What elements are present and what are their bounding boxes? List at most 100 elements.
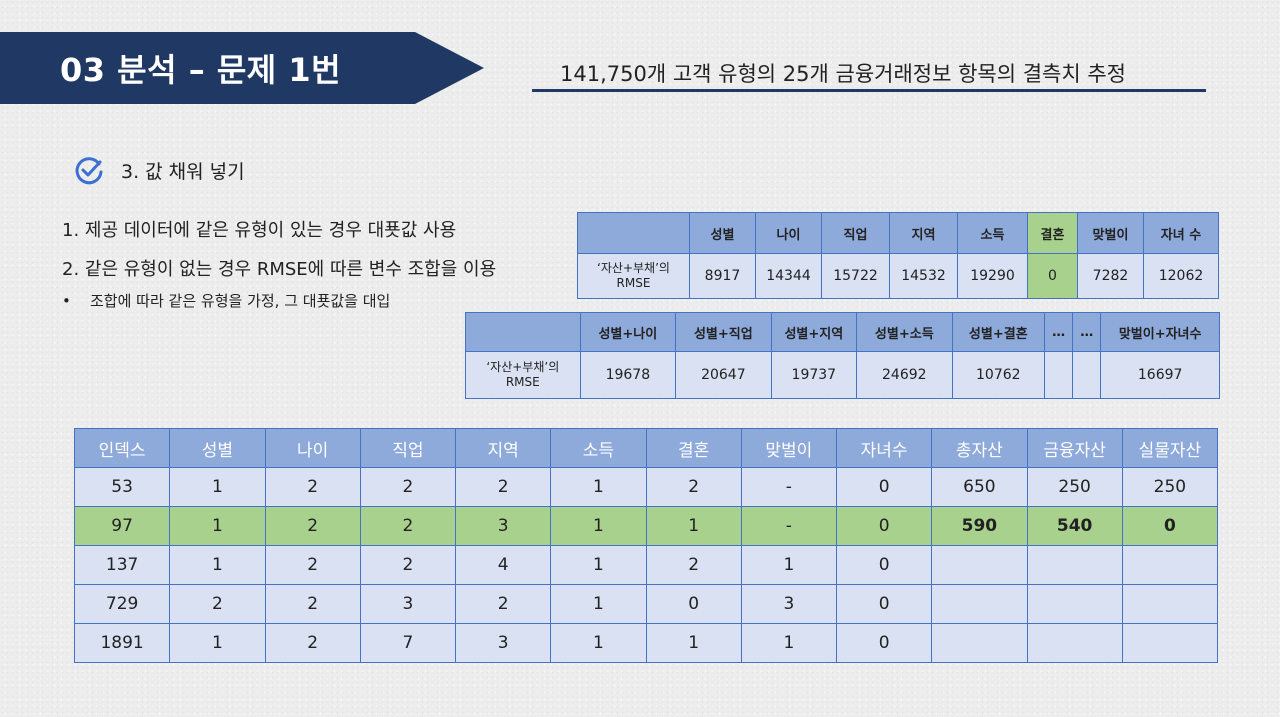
table-header-cell: 성별+나이 — [579, 312, 677, 352]
table-cell: 0 — [835, 506, 933, 546]
table-corner-cell — [465, 312, 581, 352]
customer-data-table: 인덱스 성별 나이 직업 지역 소득 결혼 맞벌이 자녀수 총자산 금융자산 실물자산 53 1 2 2 2 1… — [73, 428, 1219, 663]
table-cell: 1 — [550, 623, 647, 663]
table-cell: 1 — [740, 545, 838, 585]
table-cell: 1 — [550, 506, 647, 546]
table-cell: 14532 — [889, 253, 958, 299]
table-cell: 12062 — [1143, 253, 1219, 299]
table-header-cell: 성별+결혼 — [951, 312, 1046, 352]
table-cell: 1 — [645, 623, 742, 663]
table-cell: 2 — [264, 467, 361, 507]
table-row: 729 2 2 3 2 1 0 3 0 — [73, 584, 1219, 624]
table-cell: 19678 — [579, 351, 677, 399]
table-header-cell: … — [1044, 312, 1074, 352]
table-row: ‘자산+부채’의 RMSE 8917 14344 15722 14532 1929… — [577, 253, 1219, 299]
table-header-cell: 자녀 수 — [1143, 212, 1219, 254]
table-cell: 650 — [931, 467, 1028, 507]
check-circle-icon — [75, 157, 103, 185]
table-header-cell: 맞벌이 — [740, 428, 838, 468]
row-label-line: ‘자산+부채’의 — [486, 360, 560, 374]
table-cell: 3 — [740, 584, 838, 624]
section-heading: 3. 값 채워 넣기 — [121, 161, 245, 183]
table-header-cell: 결혼 — [645, 428, 742, 468]
row-label: ‘자산+부채’의 RMSE — [577, 253, 690, 299]
table-cell: 53 — [73, 467, 171, 507]
table-header-cell: 인덱스 — [73, 428, 171, 468]
table-cell: 19290 — [957, 253, 1028, 299]
table-cell: 250 — [1026, 467, 1123, 507]
subtitle-underline — [532, 89, 1206, 92]
table-cell — [1026, 623, 1123, 663]
table-cell: 1 — [169, 467, 266, 507]
table-cell: 0 — [645, 584, 742, 624]
table-cell: 2 — [454, 584, 552, 624]
table-cell: 16697 — [1100, 351, 1220, 399]
table-corner-cell — [577, 212, 690, 254]
table-cell: 250 — [1121, 467, 1219, 507]
table-cell: 24692 — [856, 351, 953, 399]
table-cell: 3 — [359, 584, 457, 624]
table-cell: 137 — [73, 545, 171, 585]
table-cell: 7282 — [1077, 253, 1144, 299]
table-cell — [1121, 584, 1219, 624]
table-cell: 1 — [645, 506, 742, 546]
table-header-cell: 성별 — [169, 428, 266, 468]
table-cell: 2 — [264, 623, 361, 663]
table-header-cell: 맞벌이 — [1077, 212, 1144, 254]
row-label-line: RMSE — [505, 375, 540, 389]
table-cell: 2 — [454, 467, 552, 507]
title-banner — [0, 32, 484, 104]
table-cell: 0 — [1121, 506, 1219, 546]
table-row: 137 1 2 2 4 1 2 1 0 — [73, 545, 1219, 585]
table-header-cell: 지역 — [889, 212, 958, 254]
table-cell: 2 — [359, 467, 457, 507]
table-cell — [1121, 623, 1219, 663]
table-cell: 1 — [740, 623, 838, 663]
table-cell: 1 — [550, 584, 647, 624]
table-row: 97 1 2 2 3 1 1-0 590 540 0 — [73, 506, 1219, 546]
table-cell: 10762 — [951, 351, 1046, 399]
table-header-row: 인덱스 성별 나이 직업 지역 소득 결혼 맞벌이 자녀수 총자산 금융자산 실물자산 — [73, 428, 1219, 468]
table-cell: 8917 — [689, 253, 756, 299]
row-label-line: ‘자산+부채’의 — [597, 261, 670, 275]
table-header-cell: 성별+지역 — [770, 312, 858, 352]
table-header-cell: 금융자산 — [1026, 428, 1123, 468]
table-cell: 4 — [454, 545, 552, 585]
table-header-cell: 나이 — [755, 212, 822, 254]
table-cell: 2 — [264, 584, 361, 624]
table-cell: 0 — [835, 545, 933, 585]
table-header-cell: 지역 — [454, 428, 552, 468]
rmse-combo-table: 성별+나이 성별+직업 성별+지역 성별+소득 성별+결혼 … … 맞벌이+자녀… — [465, 312, 1220, 399]
table-cell-highlight: 0 — [1027, 253, 1078, 299]
table-cell: 2 — [645, 467, 742, 507]
table-cell: 2 — [264, 506, 361, 546]
table-header-cell: 총자산 — [931, 428, 1028, 468]
table-cell — [1072, 351, 1102, 399]
table-cell: 3 — [454, 623, 552, 663]
table-cell: 0 — [835, 467, 933, 507]
table-cell — [1026, 545, 1123, 585]
table-cell: 1 — [169, 545, 266, 585]
table-header-cell: 성별 — [689, 212, 756, 254]
table-header-row: 성별+나이 성별+직업 성별+지역 성별+소득 성별+결혼 … … 맞벌이+자녀… — [465, 312, 1220, 352]
table-row: ‘자산+부채’의 RMSE 19678 20647 19737 24692 107… — [465, 351, 1220, 399]
table-header-cell: 소득 — [550, 428, 647, 468]
page-subtitle: 141,750개 고객 유형의 25개 금융거래정보 항목의 결측치 추정 — [560, 62, 1127, 86]
table-cell: 19737 — [770, 351, 858, 399]
row-label: ‘자산+부채’의 RMSE — [465, 351, 581, 399]
table-cell: 0 — [835, 584, 933, 624]
table-cell — [1044, 351, 1074, 399]
table-cell: 20647 — [675, 351, 772, 399]
table-cell: 7 — [359, 623, 457, 663]
list-item: • 조합에 따라 같은 유형을 가정, 그 대푯값을 대입 — [62, 290, 390, 311]
table-header-cell: 소득 — [957, 212, 1028, 254]
table-cell — [1121, 545, 1219, 585]
table-cell: 590 — [931, 506, 1028, 546]
table-cell: 2 — [169, 584, 266, 624]
table-cell: 14344 — [755, 253, 822, 299]
table-header-cell: 성별+직업 — [675, 312, 772, 352]
table-cell: 1 — [550, 467, 647, 507]
table-cell: 3 — [454, 506, 552, 546]
table-header-cell: 자녀수 — [835, 428, 933, 468]
list-item-text: 조합에 따라 같은 유형을 가정, 그 대푯값을 대입 — [90, 292, 391, 310]
